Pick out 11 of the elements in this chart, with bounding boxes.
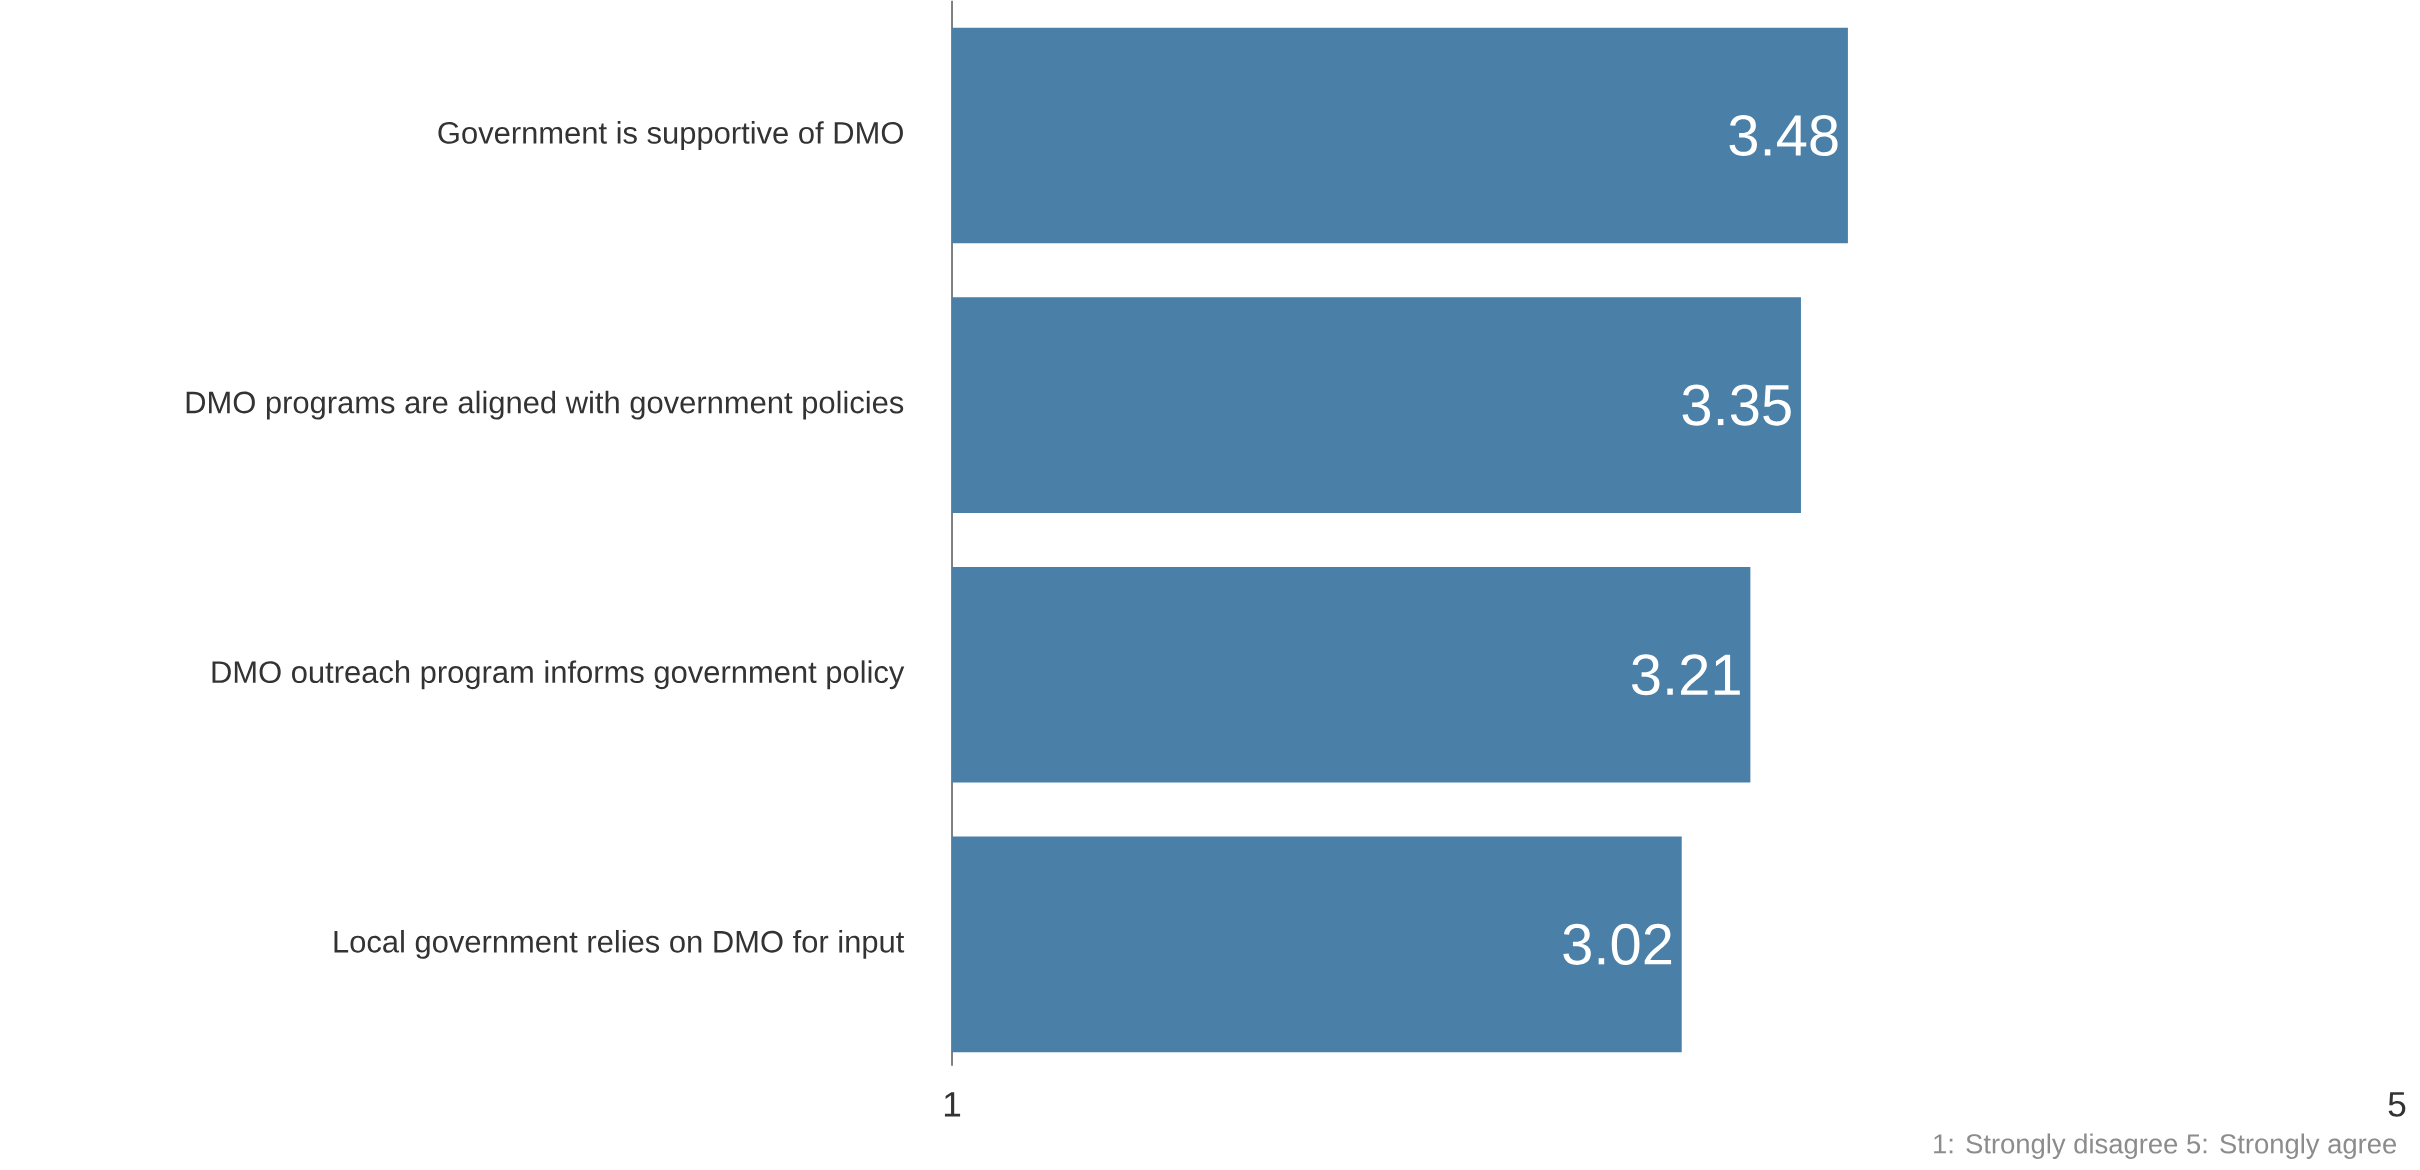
- data-label: 3.48: [1729, 115, 1838, 157]
- data-label: 3.35: [1682, 384, 1791, 426]
- text: 1: Strongly disagree 5: Strongly agree: [1934, 1133, 2397, 1160]
- data-label: 3.02: [1563, 923, 1672, 966]
- y-tick-label: DMO programs are aligned with government policies: [186, 390, 904, 420]
- y-tick-label: Government is supportive of DMO: [438, 121, 903, 151]
- y-tick-label: Local government relies on DMO for input: [334, 930, 905, 959]
- x-tick-label: 1: [944, 1092, 961, 1117]
- data-label: 3.21: [1631, 654, 1740, 696]
- x-tick-label: 5: [2388, 1092, 2406, 1117]
- y-tick-label: DMO outreach program informs government policy: [212, 660, 905, 690]
